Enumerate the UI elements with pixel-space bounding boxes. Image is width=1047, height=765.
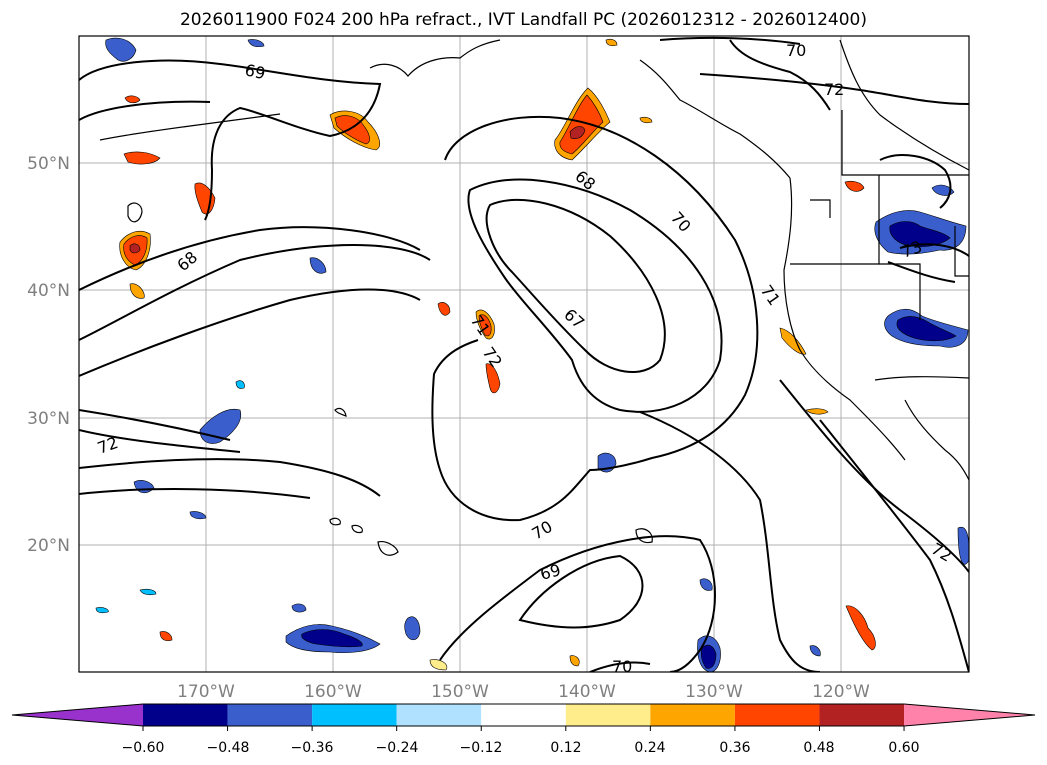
lon-label-130w: 130°W bbox=[685, 682, 743, 702]
lon-label-140w: 140°W bbox=[558, 682, 616, 702]
contour-label: 72 bbox=[824, 80, 844, 99]
colorbar-segment bbox=[734, 704, 820, 726]
refractivity-contours bbox=[79, 36, 969, 672]
colorbar-segments bbox=[11, 703, 1036, 727]
gridlines bbox=[79, 36, 969, 672]
lat-label-30n: 30°N bbox=[27, 409, 70, 429]
colorbar-label: −0.24 bbox=[376, 740, 419, 756]
lat-label-50n: 50°N bbox=[27, 154, 70, 174]
lon-label-150w: 150°W bbox=[431, 682, 489, 702]
negative-patches bbox=[95, 37, 969, 672]
lat-label-40n: 40°N bbox=[27, 281, 70, 301]
colorbar-segment bbox=[819, 704, 905, 726]
lat-labels: 50°N 40°N 30°N 20°N bbox=[27, 154, 70, 556]
colorbar-segment bbox=[312, 704, 397, 726]
contour-label: 70 bbox=[612, 657, 632, 676]
colorbar-ticks bbox=[142, 726, 905, 731]
colorbar-label: 0.36 bbox=[719, 740, 750, 756]
lon-label-160w: 160°W bbox=[304, 682, 362, 702]
colorbar-label: 0.60 bbox=[888, 740, 919, 756]
colorbar-segment bbox=[227, 704, 313, 726]
colorbar-label: −0.60 bbox=[122, 740, 165, 756]
lon-label-120w: 120°W bbox=[812, 682, 870, 702]
colorbar-segment bbox=[481, 704, 566, 726]
colorbar-label: −0.12 bbox=[460, 740, 503, 756]
colorbar-segment bbox=[565, 704, 651, 726]
map-title: 2026011900 F024 200 hPa refract., IVT La… bbox=[179, 10, 867, 30]
colorbar-labels: −0.60 −0.48 −0.36 −0.24 −0.12 0.12 0.24 … bbox=[122, 740, 920, 756]
colorbar-segment bbox=[143, 704, 228, 726]
colorbar-label: 0.24 bbox=[634, 740, 665, 756]
colorbar-segment bbox=[904, 704, 1035, 726]
lat-label-20n: 20°N bbox=[27, 536, 70, 556]
colorbar-segment bbox=[650, 704, 735, 726]
islands bbox=[127, 202, 653, 556]
contour-label: 69 bbox=[243, 60, 267, 83]
colorbar-segment bbox=[12, 704, 143, 726]
colorbar: −0.60 −0.48 −0.36 −0.24 −0.12 0.12 0.24 … bbox=[11, 703, 1036, 756]
colorbar-label: −0.48 bbox=[207, 740, 250, 756]
lon-label-170w: 170°W bbox=[177, 682, 235, 702]
positive-patches bbox=[119, 38, 876, 671]
contour-label: 70 bbox=[786, 41, 806, 60]
colorbar-label: 0.12 bbox=[550, 740, 581, 756]
map-panel bbox=[79, 36, 969, 672]
colorbar-label: −0.36 bbox=[291, 740, 334, 756]
colorbar-label: 0.48 bbox=[803, 740, 834, 756]
contour-label: 69 bbox=[538, 560, 563, 584]
map-frame bbox=[78, 35, 970, 673]
lon-labels: 170°W 160°W 150°W 140°W 130°W 120°W bbox=[177, 682, 870, 702]
colorbar-segment bbox=[396, 704, 482, 726]
